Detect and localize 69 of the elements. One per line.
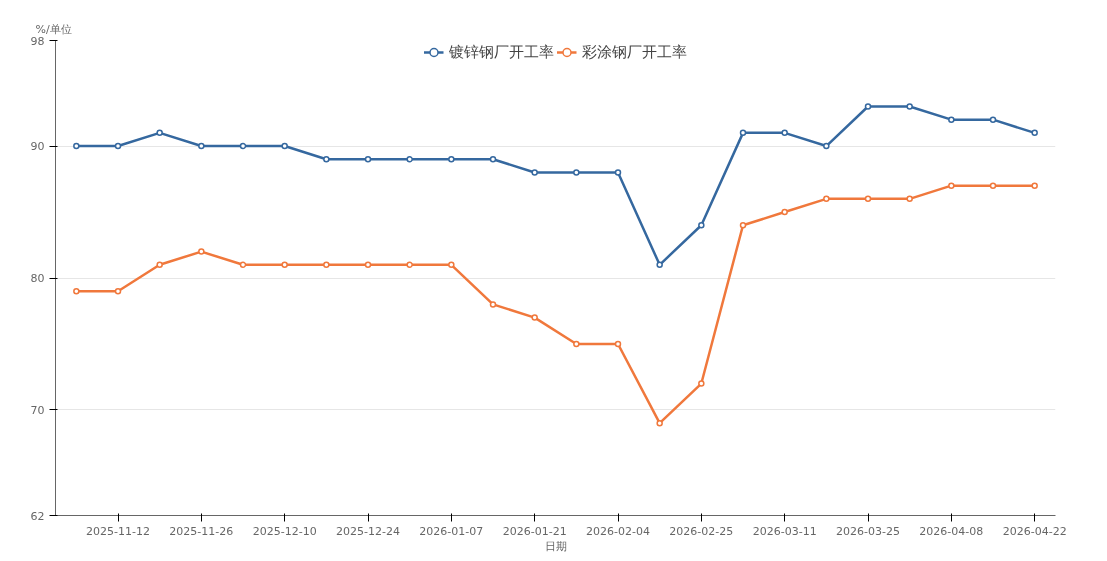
x-axis-title: 日期 (544, 539, 567, 553)
y-axis-title: %/单位 (35, 22, 72, 36)
point (989, 116, 997, 123)
point (114, 142, 122, 150)
point (739, 129, 747, 137)
point (1031, 182, 1038, 189)
point (823, 195, 830, 203)
y-tick-label: 62 (30, 509, 45, 523)
point (739, 221, 747, 229)
point (948, 182, 955, 189)
point (239, 261, 247, 269)
point (73, 287, 80, 295)
x-tick-label: 2025-11-26 (169, 524, 234, 538)
point (489, 301, 497, 308)
point (656, 261, 663, 269)
point (864, 195, 872, 203)
point (198, 142, 205, 150)
x-tick-label: 2026-01-21 (502, 524, 567, 538)
point (406, 261, 413, 269)
point (406, 156, 413, 163)
point (281, 261, 288, 269)
x-tick-label: 2026-04-22 (1002, 524, 1067, 538)
point (573, 340, 580, 348)
point (323, 156, 330, 163)
point (281, 142, 288, 150)
x-tick-label: 2026-01-07 (419, 524, 484, 538)
x-tick-label: 2026-02-25 (669, 524, 734, 538)
y-tick-label: 90 (30, 140, 45, 154)
point (73, 142, 80, 150)
point (1031, 129, 1038, 137)
x-tick-label: 2026-02-04 (586, 524, 650, 538)
point (323, 261, 330, 269)
point (364, 261, 372, 269)
point (948, 116, 955, 123)
point (198, 248, 205, 255)
point (114, 287, 122, 295)
point (364, 156, 372, 163)
x-tick-label: 2026-03-11 (752, 524, 817, 538)
point (156, 129, 163, 137)
point (864, 103, 872, 110)
point (906, 195, 913, 203)
y-tick-label: 98 (30, 34, 45, 48)
point (448, 261, 455, 269)
point (614, 340, 622, 348)
point (781, 208, 788, 216)
y-tick-label: 70 (30, 403, 45, 417)
legend-label: 镀锌钢厂开工率 (448, 42, 554, 62)
point (656, 419, 663, 427)
x-tick-label: 2026-03-25 (836, 524, 900, 538)
legend-label: 彩涂钢厂开工率 (581, 42, 687, 62)
point (698, 221, 705, 229)
point (531, 169, 538, 176)
y-tick-label: 80 (30, 272, 45, 285)
point (781, 129, 788, 137)
x-tick-label: 2025-12-10 (252, 524, 317, 538)
point (906, 103, 913, 110)
x-tick-label: 2026-04-08 (919, 524, 984, 538)
point (698, 380, 705, 387)
point (614, 169, 622, 176)
point (156, 261, 163, 269)
point (989, 182, 997, 189)
point (531, 314, 538, 321)
point (823, 142, 830, 150)
point (448, 156, 455, 163)
point (489, 156, 497, 163)
x-tick-label: 2025-11-12 (86, 524, 150, 538)
x-tick-label: 2025-12-24 (336, 524, 400, 538)
point (239, 142, 247, 150)
point (573, 169, 580, 176)
